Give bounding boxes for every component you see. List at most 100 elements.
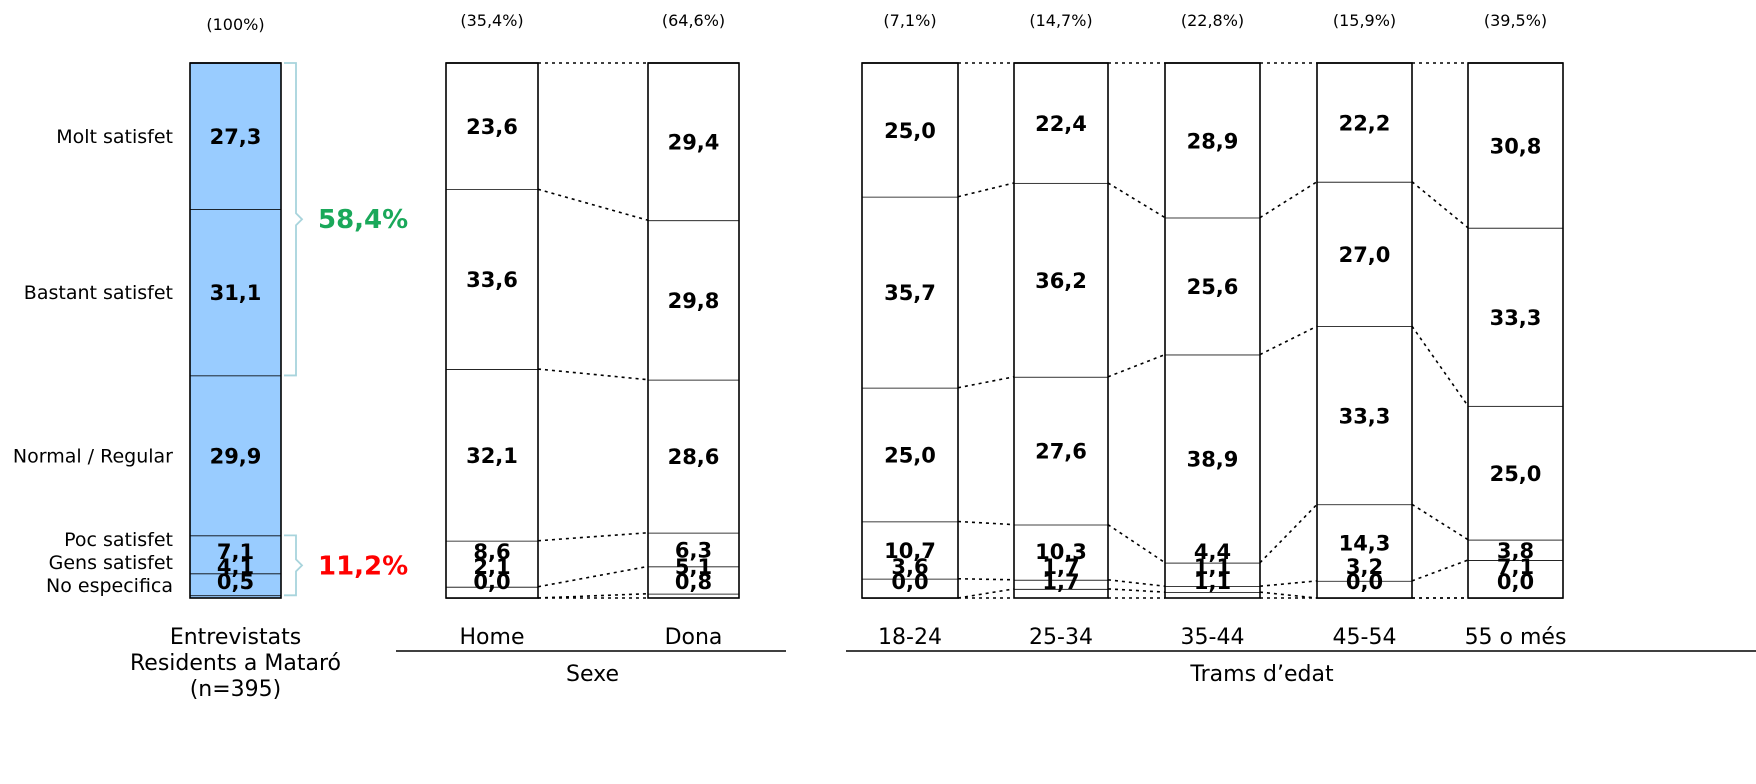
group-bracket (284, 534, 304, 597)
bar-segment-poc-satisfet (862, 521, 958, 579)
bar-segment-bastant-satisfet (648, 220, 739, 380)
bar-outline (189, 62, 282, 599)
connector-line (1259, 325, 1318, 356)
value-label: 22,4 (1035, 112, 1087, 136)
value-label: 6,3 (675, 539, 712, 563)
value-label: 10,3 (1035, 540, 1087, 564)
connector-line (1411, 503, 1469, 541)
bar-share-label: (15,9%) (1333, 11, 1396, 30)
bar-segment-molt-satisfet (190, 63, 281, 210)
connector-line (1411, 181, 1469, 229)
bar-segment-molt-satisfet (1165, 63, 1260, 218)
value-label: 0,0 (1497, 570, 1534, 594)
bar-segment-normal-regular (190, 375, 281, 536)
bar-segment-normal-regular (1165, 354, 1260, 563)
bar-share-label: (35,4%) (460, 11, 523, 30)
value-label: 3,6 (891, 555, 928, 579)
bar-label: Residents a Mataró (130, 651, 341, 676)
value-label: 2,1 (473, 555, 510, 579)
bar-segment-poc-satisfet (446, 540, 538, 587)
bar-segment-bastant-satisfet (1165, 217, 1260, 355)
value-label: 3,8 (1497, 539, 1534, 563)
bar-label: 25-34 (1029, 625, 1093, 650)
value-label: 10,7 (884, 539, 936, 563)
bar-segment-gens-satisfet (446, 586, 538, 598)
connector-line (1411, 325, 1469, 407)
value-label: 4,4 (1194, 540, 1231, 564)
value-label: 25,0 (1490, 462, 1542, 486)
group-label: Trams d’edat (1189, 662, 1334, 687)
connector-line (1259, 580, 1318, 588)
connector-line (537, 188, 649, 222)
category-label: No especifica (46, 575, 173, 597)
value-label: 22,2 (1339, 111, 1391, 135)
bar-segment-normal-regular (446, 369, 538, 541)
bar-outline (647, 62, 740, 599)
annotation-percent: 11,2% (318, 551, 408, 581)
bar-share-label: (7,1%) (883, 11, 936, 30)
connector-line (957, 182, 1015, 198)
connector-line (1411, 559, 1469, 582)
bar-segment-no-especifica (1014, 588, 1108, 598)
value-label: 31,1 (210, 281, 262, 305)
connector-line (537, 565, 649, 588)
connector-line (1107, 588, 1166, 593)
bar-segment-molt-satisfet (1468, 63, 1563, 228)
bar-segment-molt-satisfet (446, 63, 538, 190)
bar-outline (1467, 62, 1564, 599)
bar-label: Home (460, 625, 525, 650)
value-label: 28,6 (668, 445, 720, 469)
bar-outline (1013, 62, 1109, 599)
bar-outline (445, 62, 539, 599)
bar-label: Dona (665, 625, 723, 650)
connector-line (1259, 181, 1318, 219)
connector-line (1107, 523, 1166, 564)
bar-segment-bastant-satisfet (446, 189, 538, 370)
category-label: Normal / Regular (13, 445, 173, 467)
bar-segment-normal-regular (1317, 326, 1412, 505)
bar-outline (1164, 62, 1261, 599)
bar-segment-bastant-satisfet (862, 196, 958, 388)
connector-line (1259, 503, 1318, 564)
bar-segment-poc-satisfet (1014, 524, 1108, 580)
bar-share-label: (39,5%) (1484, 11, 1547, 30)
bar-segment-poc-satisfet (1317, 504, 1412, 581)
bar-segment-bastant-satisfet (190, 209, 281, 376)
value-label: 1,1 (1194, 570, 1231, 594)
category-label: Molt satisfet (56, 126, 173, 148)
bar-label: 18-24 (878, 625, 942, 650)
bar-segment-normal-regular (1014, 376, 1108, 525)
value-label: 36,2 (1035, 269, 1087, 293)
value-label: 25,6 (1187, 275, 1239, 299)
connector-line (1107, 578, 1166, 588)
group-label: Sexe (566, 662, 619, 687)
bar-segment-bastant-satisfet (1317, 181, 1412, 327)
bar-segment-no-especifica (648, 593, 739, 598)
value-label: 23,6 (466, 115, 518, 139)
bar-segment-molt-satisfet (1317, 63, 1412, 182)
bar-segment-gens-satisfet (648, 566, 739, 594)
bar-segment-poc-satisfet (1165, 562, 1260, 587)
bar-segment-gens-satisfet (190, 573, 281, 596)
bar-share-label: (22,8%) (1181, 11, 1244, 30)
connector-line (1259, 591, 1318, 599)
value-label: 33,3 (1339, 404, 1391, 428)
bar-outline (1316, 62, 1413, 599)
connector-line (957, 376, 1015, 389)
bar-segment-normal-regular (862, 387, 958, 522)
value-label: 29,8 (668, 289, 720, 313)
annotation-percent: 58,4% (318, 205, 408, 235)
value-label: 1,7 (1042, 570, 1079, 594)
bar-label: 55 o més (1465, 625, 1567, 650)
value-label: 38,9 (1187, 448, 1239, 472)
value-label: 7,1 (1497, 555, 1534, 579)
value-label: 14,3 (1339, 532, 1391, 556)
value-label: 27,0 (1339, 243, 1391, 267)
bar-share-label: (14,7%) (1029, 11, 1092, 30)
connector-line (1107, 353, 1166, 378)
bar-segment-gens-satisfet (862, 578, 958, 598)
value-label: 35,7 (884, 281, 936, 305)
connector-line (537, 368, 649, 381)
value-label: 32,1 (466, 444, 518, 468)
bar-share-label: (100%) (206, 15, 264, 34)
